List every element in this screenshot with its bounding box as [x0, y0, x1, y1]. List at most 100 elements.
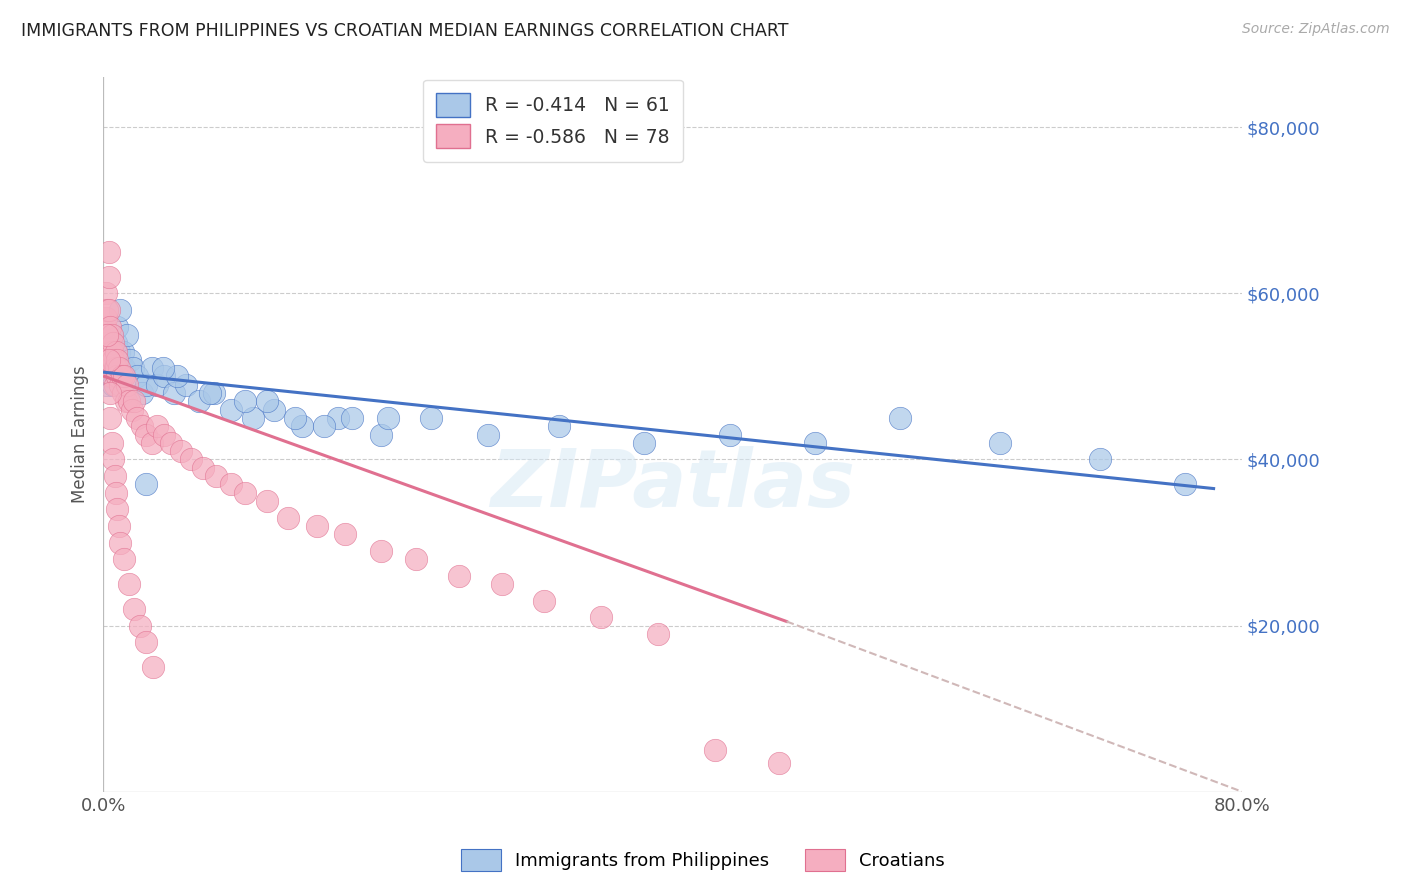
Point [104, 336, 127, 351]
Point [110, 535, 132, 549]
Point [97, 244, 120, 259]
Point [447, 568, 470, 582]
Point [98, 319, 121, 334]
Point [114, 552, 136, 566]
Point [129, 618, 152, 632]
Point [187, 394, 209, 409]
Point [163, 386, 186, 401]
Point [105, 319, 128, 334]
Point [342, 411, 364, 425]
Point [98, 344, 121, 359]
Point [104, 361, 127, 376]
Point [118, 577, 141, 591]
Point [333, 527, 356, 541]
Point [153, 369, 176, 384]
Point [135, 377, 157, 392]
Point [166, 369, 188, 384]
Point [291, 419, 314, 434]
Point [101, 361, 124, 376]
Point [370, 427, 392, 442]
Point [111, 369, 134, 384]
Point [174, 377, 197, 392]
Point [93, 344, 115, 359]
Point [118, 394, 141, 409]
Point [97, 303, 120, 318]
Point [112, 386, 135, 401]
Point [204, 469, 226, 483]
Y-axis label: Median Earnings: Median Earnings [72, 366, 89, 503]
Point [547, 419, 569, 434]
Point [219, 477, 242, 491]
Point [235, 394, 257, 409]
Point [110, 303, 132, 318]
Point [146, 419, 169, 434]
Point [142, 660, 165, 674]
Point [103, 361, 125, 376]
Point [263, 402, 285, 417]
Point [98, 411, 121, 425]
Point [103, 352, 125, 367]
Point [131, 419, 153, 434]
Point [94, 286, 117, 301]
Point [98, 369, 121, 384]
Legend: R = -0.414   N = 61, R = -0.586   N = 78: R = -0.414 N = 61, R = -0.586 N = 78 [423, 79, 683, 161]
Point [93, 319, 115, 334]
Point [114, 369, 136, 384]
Point [127, 411, 149, 425]
Point [235, 485, 257, 500]
Point [93, 344, 115, 359]
Point [96, 352, 118, 367]
Point [647, 627, 669, 641]
Point [98, 361, 121, 376]
Point [135, 635, 157, 649]
Point [110, 377, 132, 392]
Point [326, 411, 349, 425]
Point [305, 519, 328, 533]
Point [198, 386, 221, 401]
Point [105, 369, 128, 384]
Text: IMMIGRANTS FROM PHILIPPINES VS CROATIAN MEDIAN EARNINGS CORRELATION CHART: IMMIGRANTS FROM PHILIPPINES VS CROATIAN … [21, 22, 789, 40]
Point [804, 435, 827, 450]
Point [146, 377, 169, 392]
Point [100, 435, 122, 450]
Point [377, 411, 399, 425]
Point [105, 369, 128, 384]
Point [115, 394, 138, 409]
Point [117, 377, 139, 392]
Point [312, 419, 335, 434]
Point [101, 352, 124, 367]
Point [101, 336, 124, 351]
Point [277, 510, 299, 524]
Point [160, 435, 183, 450]
Point [100, 344, 122, 359]
Legend: Immigrants from Philippines, Croatians: Immigrants from Philippines, Croatians [454, 842, 952, 879]
Point [94, 311, 117, 326]
Point [121, 402, 143, 417]
Point [124, 394, 146, 409]
Point [131, 386, 153, 401]
Point [242, 411, 264, 425]
Point [103, 469, 125, 483]
Point [101, 377, 124, 392]
Point [419, 411, 441, 425]
Point [256, 494, 278, 508]
Point [100, 327, 122, 342]
Point [97, 361, 120, 376]
Point [135, 477, 157, 491]
Point [98, 344, 121, 359]
Point [141, 361, 163, 376]
Point [1088, 452, 1111, 467]
Point [704, 743, 727, 757]
Point [141, 435, 163, 450]
Text: Source: ZipAtlas.com: Source: ZipAtlas.com [1241, 22, 1389, 37]
Point [889, 411, 911, 425]
Point [135, 427, 157, 442]
Point [120, 352, 142, 367]
Point [122, 361, 145, 376]
Point [104, 485, 127, 500]
Point [718, 427, 741, 442]
Point [97, 352, 120, 367]
Point [104, 344, 127, 359]
Point [94, 327, 117, 342]
Point [219, 402, 242, 417]
